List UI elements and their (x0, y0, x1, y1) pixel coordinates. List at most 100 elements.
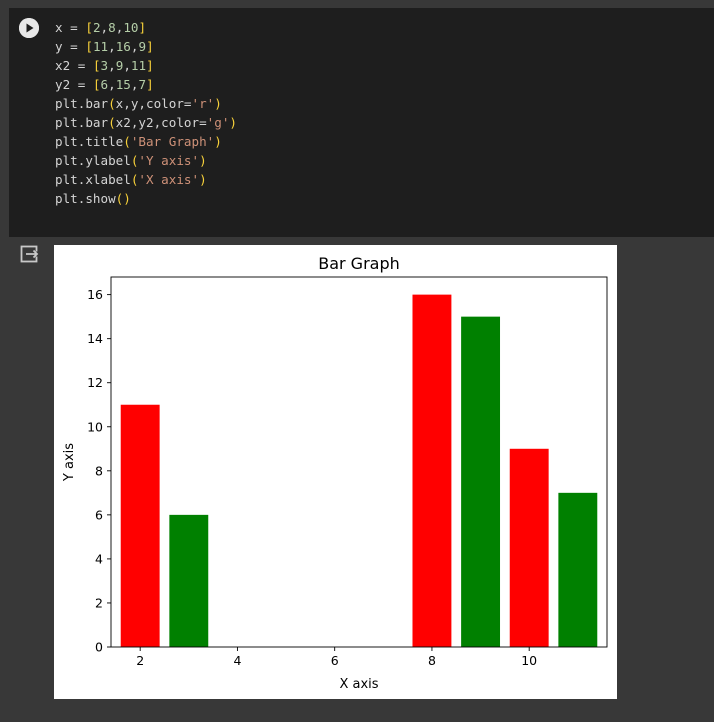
code-token: ( (108, 96, 116, 111)
code-token: ) (123, 191, 131, 206)
code-token (85, 77, 93, 92)
code-token: , (115, 20, 124, 35)
code-token: = (77, 77, 86, 92)
code-token: ] (146, 39, 154, 54)
y-tick-label: 14 (87, 331, 103, 346)
y-tick-label: 8 (95, 463, 103, 478)
code-token: 9 (115, 58, 124, 73)
code-editor[interactable]: x = [2,8,10] y = [11,16,9] x2 = [3,9,11] y2… (55, 18, 237, 208)
code-token: plt.bar (55, 115, 109, 130)
code-token: ) (214, 96, 222, 111)
code-token: y2 (55, 77, 78, 92)
code-line: plt.ylabel('Y axis') (55, 151, 237, 170)
output-toggle-icon[interactable] (20, 244, 40, 264)
code-token: 9 (138, 39, 147, 54)
code-line: plt.title('Bar Graph') (55, 132, 237, 151)
code-token: ) (199, 172, 207, 187)
code-token: [ (92, 58, 101, 73)
code-token: 2 (92, 20, 101, 35)
code-token: plt.show (55, 191, 116, 206)
code-line: plt.bar(x2,y2,color='g') (55, 113, 237, 132)
code-token: 'X axis' (138, 172, 200, 187)
bar-chart: 0 2 4 6 8 10 12 14 16 2 4 6 8 10 Bar Graph X axis Y axis (62, 254, 608, 692)
y-tick-label: 4 (95, 551, 103, 566)
bar-series1-8 (412, 294, 452, 647)
run-cell-button[interactable] (19, 18, 39, 38)
code-token: , (123, 58, 131, 73)
code-token: , (108, 58, 116, 73)
code-token: x2 (55, 58, 78, 73)
y-tick-label: 6 (95, 507, 103, 522)
code-token: ] (146, 58, 154, 73)
y-tick-label: 12 (87, 375, 103, 390)
code-token: 11 (92, 39, 109, 54)
play-circle-icon (19, 18, 39, 38)
code-token: , (130, 39, 139, 54)
code-token: x2,y2,color= (115, 115, 207, 130)
code-token: , (130, 77, 139, 92)
code-token: x,y,color= (115, 96, 192, 111)
code-token: 8 (108, 20, 116, 35)
code-token: x (55, 20, 71, 35)
code-token: = (70, 39, 78, 54)
code-token: plt.title (55, 134, 124, 149)
code-token: [ (85, 20, 93, 35)
code-token: 'g' (206, 115, 230, 130)
y-tick-label: 0 (95, 640, 103, 655)
code-token: ( (123, 134, 131, 149)
code-token: ) (214, 134, 222, 149)
top-strip (0, 0, 714, 8)
code-token: ] (146, 77, 154, 92)
code-token: ( (115, 191, 124, 206)
y-tick-label: 16 (87, 287, 103, 302)
code-token: 7 (138, 77, 147, 92)
code-token: 16 (115, 39, 131, 54)
code-token (85, 58, 93, 73)
chart-figure: 0 2 4 6 8 10 12 14 16 2 4 6 8 10 Bar Graph X axis Y axis (54, 245, 617, 699)
code-token: , (100, 20, 109, 35)
y-tick-label: 10 (87, 419, 103, 434)
code-token: 'r' (191, 96, 215, 111)
x-axis-label: X axis (339, 677, 378, 692)
code-token: plt.ylabel (55, 153, 131, 168)
code-token: ] (138, 20, 147, 35)
code-line: x2 = [3,9,11] (55, 56, 237, 75)
code-token: ) (199, 153, 207, 168)
x-tick-label: 8 (428, 653, 436, 668)
code-line: plt.bar(x,y,color='r') (55, 94, 237, 113)
code-token: ( (130, 153, 139, 168)
code-token: 6 (100, 77, 109, 92)
code-token: , (108, 77, 116, 92)
x-tick-label: 6 (331, 653, 339, 668)
chart-title: Bar Graph (318, 254, 400, 273)
bar-series1-10 (509, 448, 549, 647)
y-axis-label: Y axis (62, 443, 77, 482)
code-token: plt.xlabel (55, 172, 131, 187)
code-token: , (108, 39, 116, 54)
code-line: y2 = [6,15,7] (55, 75, 237, 94)
code-token: = (70, 20, 78, 35)
bar-series2-3 (169, 514, 209, 647)
code-token: ) (229, 115, 238, 130)
code-line: x = [2,8,10] (55, 18, 237, 37)
x-tick-label: 2 (136, 653, 144, 668)
code-line: y = [11,16,9] (55, 37, 237, 56)
code-token: 11 (130, 58, 147, 73)
bar-series2-9 (461, 316, 501, 647)
code-token: = (77, 58, 86, 73)
code-token: 15 (115, 77, 131, 92)
code-token: ( (130, 172, 139, 187)
code-token: 'Y axis' (138, 153, 200, 168)
code-line: plt.show() (55, 189, 237, 208)
code-token: [ (92, 77, 101, 92)
code-token: 10 (123, 20, 139, 35)
bar-series2-11 (558, 492, 598, 647)
code-token: 'Bar Graph' (130, 134, 215, 149)
code-cell[interactable] (9, 8, 714, 237)
code-line: plt.xlabel('X axis') (55, 170, 237, 189)
bar-series1-2 (120, 404, 160, 647)
x-tick-label: 10 (521, 653, 537, 668)
code-token: [ (85, 39, 93, 54)
y-tick-label: 2 (95, 595, 103, 610)
plot-frame (110, 276, 608, 648)
